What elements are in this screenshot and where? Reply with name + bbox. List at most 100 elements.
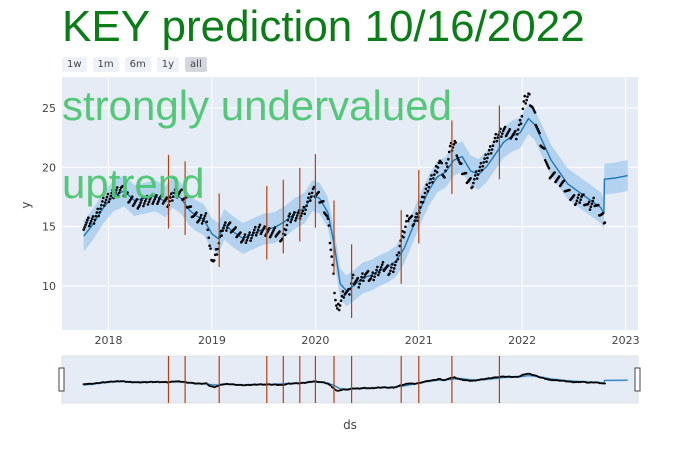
actual-point xyxy=(91,215,95,218)
actual-point xyxy=(156,202,159,205)
actual-point xyxy=(433,173,436,176)
actual-point xyxy=(92,222,96,225)
actual-point xyxy=(370,274,374,278)
actual-point xyxy=(576,196,580,199)
actual-point xyxy=(410,214,414,218)
actual-point xyxy=(243,233,247,236)
range-button-6m[interactable]: 6m xyxy=(124,57,151,72)
actual-point xyxy=(226,226,229,230)
actual-point xyxy=(483,157,486,160)
actual-point xyxy=(102,204,106,207)
actual-point xyxy=(589,205,593,208)
actual-point xyxy=(433,169,437,173)
actual-point xyxy=(414,215,417,219)
range-button-1y[interactable]: 1y xyxy=(156,57,180,72)
actual-point xyxy=(501,132,504,135)
actual-point xyxy=(157,198,161,201)
actual-point xyxy=(309,195,313,198)
actual-point xyxy=(89,219,93,223)
actual-point xyxy=(379,266,383,269)
actual-point xyxy=(526,95,529,98)
actual-point xyxy=(422,195,426,199)
actual-point xyxy=(419,206,422,209)
actual-point xyxy=(423,191,427,195)
actual-point xyxy=(257,225,261,229)
actual-point xyxy=(212,259,216,262)
actual-point xyxy=(255,231,259,234)
actual-point xyxy=(199,213,203,217)
range-button-all[interactable]: all xyxy=(185,57,207,72)
actual-point xyxy=(519,122,523,125)
y-axis-label: y xyxy=(19,201,33,208)
actual-point xyxy=(247,233,250,237)
actual-point xyxy=(302,205,306,209)
actual-point xyxy=(455,154,459,157)
actual-point xyxy=(603,382,606,385)
actual-point xyxy=(500,135,503,138)
actual-point xyxy=(144,197,148,200)
actual-point xyxy=(249,239,252,242)
actual-point xyxy=(416,219,419,223)
actual-point xyxy=(508,128,512,131)
actual-point xyxy=(482,161,486,164)
actual-point xyxy=(523,94,526,98)
range-slider-right-handle[interactable] xyxy=(634,367,641,392)
axis-tick-labels: 10 15 20 25 2018 2019 2020 2021 2022 2023 xyxy=(42,102,640,347)
actual-point xyxy=(319,381,322,384)
changepoint-lines xyxy=(167,356,500,403)
actual-point xyxy=(307,196,310,200)
actual-point xyxy=(294,219,297,222)
actual-point xyxy=(215,253,219,256)
actual-point xyxy=(193,382,196,385)
actual-point xyxy=(88,222,92,225)
actual-point xyxy=(85,221,88,224)
actual-point xyxy=(492,140,496,144)
actual-point xyxy=(371,271,375,274)
actual-point xyxy=(289,220,293,224)
actual-point xyxy=(543,159,547,162)
actual-point xyxy=(503,125,507,129)
actual-point xyxy=(100,203,103,207)
actual-point xyxy=(118,188,122,192)
range-button-1m[interactable]: 1m xyxy=(92,57,119,72)
actual-point xyxy=(334,298,337,302)
range-slider-left-handle[interactable] xyxy=(58,367,65,392)
actual-point xyxy=(395,253,399,257)
actual-point xyxy=(251,234,254,237)
range-button-1w[interactable]: 1w xyxy=(62,57,87,72)
actual-point xyxy=(330,255,334,258)
x-tick-label: 2020 xyxy=(301,334,329,347)
actual-point xyxy=(82,228,85,231)
actual-point xyxy=(531,107,535,110)
actual-point xyxy=(351,273,355,277)
actual-point xyxy=(375,268,378,272)
actual-point xyxy=(536,127,540,131)
actual-point xyxy=(341,290,345,293)
actual-point xyxy=(151,202,154,205)
actual-point xyxy=(578,201,581,204)
actual-point xyxy=(457,158,460,162)
actual-point xyxy=(189,205,193,208)
actual-point xyxy=(366,269,370,273)
actual-point xyxy=(413,219,417,222)
actual-point xyxy=(426,189,430,193)
actual-point xyxy=(258,223,262,227)
actual-point xyxy=(525,98,528,102)
actual-point xyxy=(574,202,578,205)
range-slider-background[interactable] xyxy=(61,355,639,404)
actual-point xyxy=(597,203,600,207)
actual-point xyxy=(516,133,519,136)
actual-point xyxy=(153,198,156,201)
actual-point xyxy=(86,218,89,222)
actual-point xyxy=(405,214,409,218)
main-plot-area[interactable] xyxy=(82,92,628,318)
actual-point xyxy=(494,132,498,136)
actual-point xyxy=(221,229,224,233)
actual-point xyxy=(147,200,151,204)
actual-point xyxy=(148,198,152,201)
actual-point xyxy=(490,148,494,151)
actual-point xyxy=(242,235,246,239)
actual-point xyxy=(95,211,99,214)
actual-point xyxy=(404,225,407,229)
